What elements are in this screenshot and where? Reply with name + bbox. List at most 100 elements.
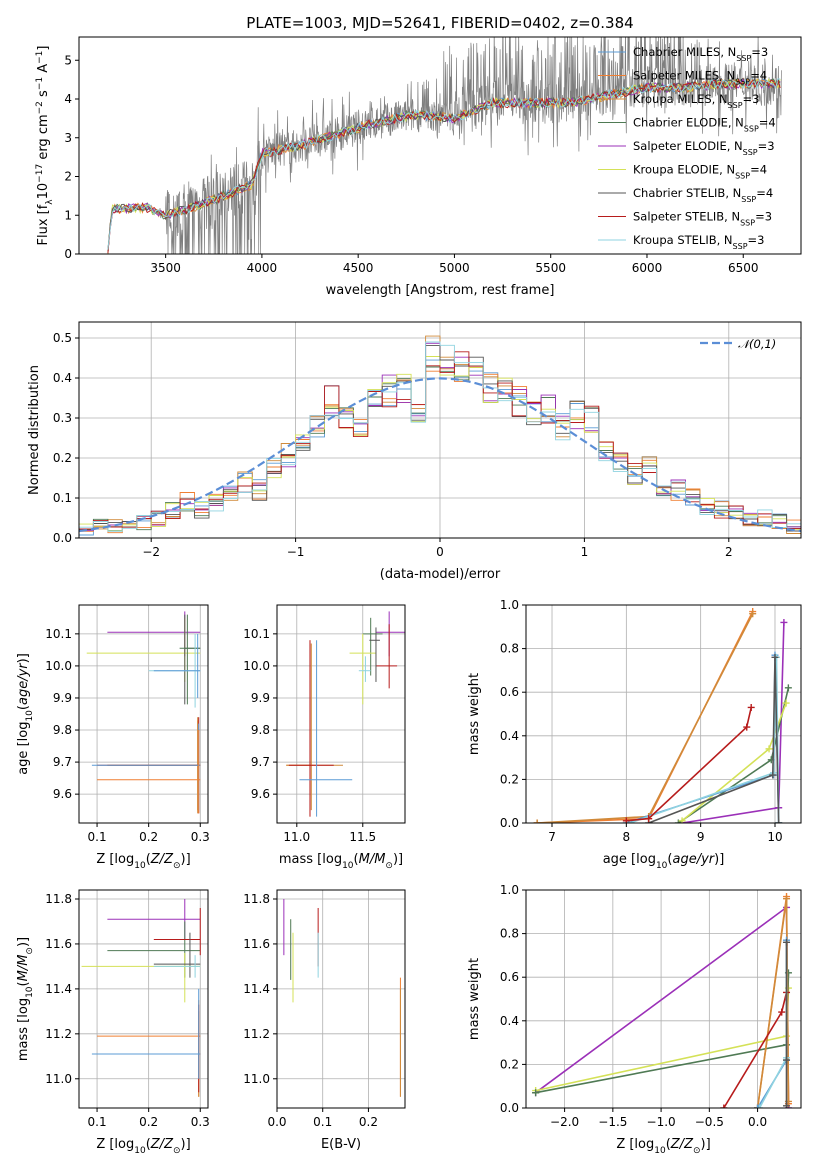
weight_vs_age-line-7 [648,657,780,823]
weight_vs_Z-marker-8-2 [783,938,791,946]
mass_vs_Z-ylabel: mass [log10(M/M⊙)] [16,937,35,1061]
mass_vs_EBV-xtick-label-1: 0.1 [313,1115,332,1129]
weight_vs_Z-marker-2-0 [532,1089,540,1097]
mass_vs_EBV-ytick-label-0: 11.0 [243,1072,270,1086]
legend-label-8: Kroupa STELIB, NSSP=3 [633,233,764,251]
residuals-ytick-label-2: 0.2 [53,451,72,465]
mass_vs_Z-xtick-label-2: 0.3 [191,1115,210,1129]
age_vs_mass-ytick-label-4: 10.0 [243,659,270,673]
weight_vs_Z-ytick-label-1: 0.2 [500,1057,519,1071]
age_vs_mass-ytick-label-5: 10.1 [243,627,270,641]
spectrum-xtick-label-1: 4000 [247,261,278,275]
age_vs_Z-frame [78,604,209,824]
weight_vs_age-xtick-label-1: 8 [623,830,631,844]
age_vs_mass-xtick-label-0: 11.0 [283,830,310,844]
weight_vs_age-marker-3-2 [784,684,792,692]
spectrum-panel: 3500 4000 4500 5000 5500 6000 6500 0 1 2 3 4 5 wavele… [35,36,802,298]
residuals-hist-6 [79,345,801,532]
age_vs_Z-xtick-label-0: 0.1 [88,830,107,844]
weight_vs_Z-marker-5-0 [720,1104,728,1108]
spectrum-xtick-label-6: 6500 [728,261,759,275]
mass_vs_EBV-panel: 0.0 0.1 0.2 11.0 11.2 11.4 11.6 11.8 E(B-V) [243,889,406,1152]
legend-label-5: Kroupa ELODIE, NSSP=4 [633,163,767,181]
age_vs_Z-ytick-label-1: 9.7 [53,755,72,769]
spectrum-xtick-label-0: 3500 [150,261,181,275]
weight_vs_Z-marks [532,893,792,1108]
weight_vs_age-ytick-label-5: 1.0 [500,598,519,612]
spectrum-model-line-8 [107,78,781,250]
weight_vs_age-ytick-label-2: 0.4 [500,729,519,743]
weight_vs_Z-ytick-label-5: 1.0 [500,883,519,897]
weight_vs_age-ylabel: mass weight [467,673,482,755]
weight_vs_Z-marker-5-1 [778,1008,786,1016]
age_vs_mass-xtick-label-1: 11.5 [349,830,376,844]
residuals-xtick-label-4: 2 [725,545,733,559]
weight_vs_Z-line-1 [535,988,790,1092]
mass_vs_EBV-ytick-label-2: 11.4 [243,982,270,996]
figure-title: PLATE=1003, MJD=52641, FIBERID=0402, z=0… [246,14,633,32]
spectrum-xlabel: wavelength [Angstrom, rest frame] [326,283,555,298]
weight_vs_age-line-3 [677,687,790,823]
weight_vs_Z-xlabel: Z [log10(Z/Z⊙)] [616,1137,710,1156]
legend-label-2: Kroupa MILES, NSSP=3 [633,92,759,110]
mass_vs_Z-ytick-label-3: 11.6 [45,937,72,951]
weight_vs_Z-xtick-label-0: −2.0 [550,1115,579,1129]
residuals-ytick-label-1: 0.1 [53,491,72,505]
age_vs_Z-ytick-label-0: 9.6 [53,787,72,801]
weight_vs_age-marker-1-2 [749,610,757,618]
age_vs_Z-ytick-label-5: 10.1 [45,627,72,641]
mass_vs_Z-xlabel: Z [log10(Z/Z⊙)] [96,1137,190,1156]
weight_vs_age-marker-7-3 [775,819,783,823]
residuals-ytick-label-0: 0.0 [53,531,72,545]
age_vs_mass-xlabel: mass [log10(M/M⊙)] [279,852,403,871]
weight_vs_Z-xtick-label-2: −1.0 [647,1115,676,1129]
legend-label-6: Chabrier STELIB, NSSP=4 [633,186,773,204]
residuals-xtick-label-0: −2 [142,545,160,559]
weight_vs_age-marker-4-1 [765,745,773,753]
weight_vs_age-xtick-label-3: 10 [767,830,782,844]
age_vs_mass-ytick-label-3: 9.9 [251,691,270,705]
mass_vs_Z-xtick-label-1: 0.2 [139,1115,158,1129]
residuals-panel: −2 −1 0 1 2 0.0 0.1 0.2 0.3 0.4 0.5 (data-model)/er… [27,321,802,582]
age_vs_Z-ylabel: age [log10(age/yr)] [16,653,35,775]
age_vs_mass-ytick-label-0: 9.6 [251,787,270,801]
mass_vs_EBV-ytick-label-3: 11.6 [243,937,270,951]
age_vs_mass-ytick-label-1: 9.7 [251,755,270,769]
age_vs_Z-ytick-label-4: 10.0 [45,659,72,673]
mass_vs_Z-ytick-label-4: 11.8 [45,892,72,906]
weight_vs_age-marker-2-2 [780,618,788,626]
weight_vs_age-marker-4-2 [782,699,790,707]
weight_vs_age-xtick-label-0: 7 [548,830,556,844]
weight_vs_age-marker-7-2 [771,653,779,661]
weight_vs_age-marker-8-3 [747,703,755,711]
spectrum-data-line [107,37,782,254]
weight_vs_Z-ytick-label-4: 0.8 [500,927,519,941]
weight_vs_age-marker-8-1 [645,815,653,823]
weight_vs_age-marker-1-0 [533,819,541,823]
legend-label-4: Salpeter ELODIE, NSSP=3 [633,139,775,157]
residuals-ylabel: Normed distribution [27,365,42,495]
weight_vs_age-marker-7-1 [769,771,777,779]
spectrum-ytick-label-3: 3 [64,131,72,145]
residuals-ytick-label-5: 0.5 [53,331,72,345]
mass_vs_Z-ytick-label-2: 11.4 [45,982,72,996]
weight_vs_age-marker-3-0 [674,819,682,823]
mass_vs_Z-frame [78,889,209,1109]
weight_vs_Z-line-0 [535,905,790,1108]
mass_vs_EBV-xtick-label-0: 0.0 [267,1115,286,1129]
residuals-hist-8 [79,341,801,532]
weight_vs_age-panel: 7 8 9 10 0.0 0.2 0.4 0.6 0.8 1.0 age [log10(age/yr… [467,598,802,871]
weight_vs_age-line-8 [626,707,752,822]
weight_vs_age-ytick-label-0: 0.0 [500,816,519,830]
weight_vs_Z-ytick-label-0: 0.0 [500,1101,519,1115]
residuals-ytick-label-3: 0.3 [53,411,72,425]
mass_vs_EBV-ytick-label-1: 11.2 [243,1027,270,1041]
spectrum-xtick-label-4: 5500 [535,261,566,275]
weight_vs_Z-xtick-label-4: 0.0 [748,1115,767,1129]
residuals-gaussian-line [79,377,801,533]
weight_vs_age-xtick-label-2: 9 [697,830,705,844]
age_vs_mass-marks [286,611,405,817]
weight_vs_Z-xtick-label-3: −0.5 [695,1115,724,1129]
residuals-xtick-label-2: 0 [436,545,444,559]
age_vs_Z-xlabel: Z [log10(Z/Z⊙)] [96,852,190,871]
